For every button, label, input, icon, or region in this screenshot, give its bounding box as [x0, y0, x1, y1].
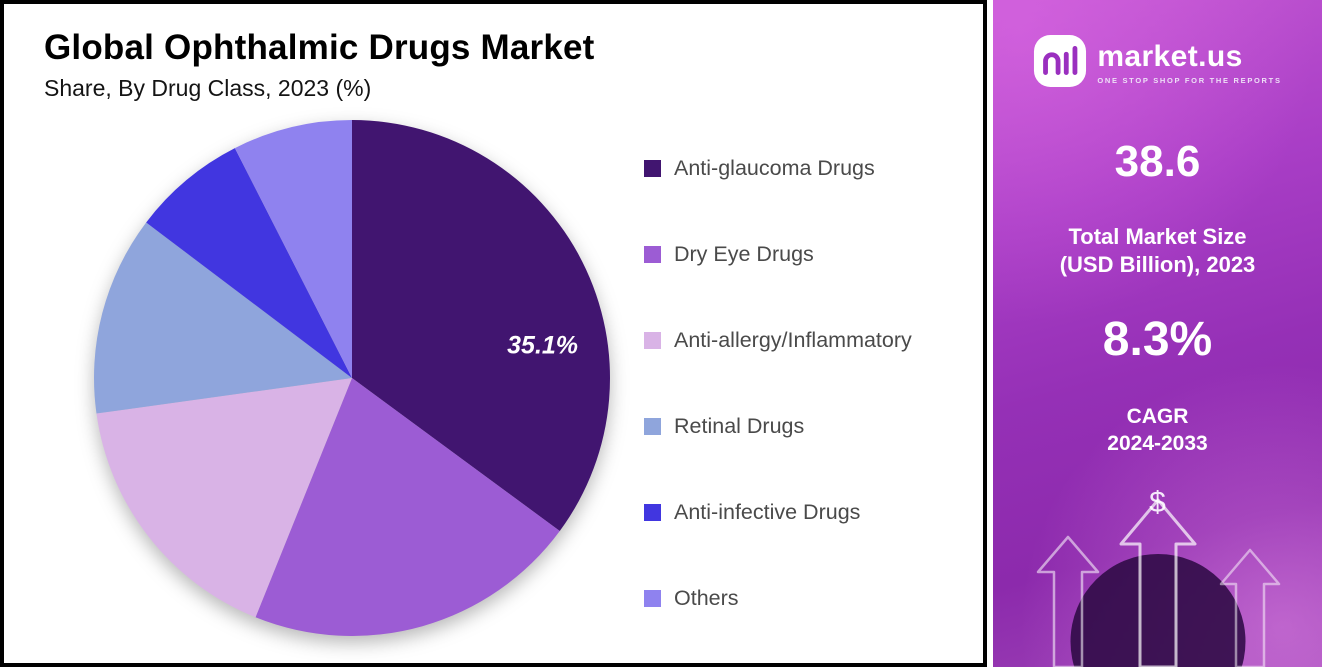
brand-tagline: ONE STOP SHOP FOR THE REPORTS [1097, 76, 1282, 85]
chart-row: 35.1% Anti-glaucoma Drugs Dry Eye Drugs … [44, 116, 983, 640]
pie-slice-others [234, 119, 352, 378]
chart-legend: Anti-glaucoma Drugs Dry Eye Drugs Anti-a… [644, 156, 912, 640]
market-size-label-line2: (USD Billion), 2023 [1059, 251, 1256, 277]
sidebar-content: market.us ONE STOP SHOP FOR THE REPORTS … [993, 0, 1322, 520]
legend-item-retinal: Retinal Drugs [644, 414, 912, 439]
legend-item-dry-eye: Dry Eye Drugs [644, 242, 912, 267]
legend-label: Anti-infective Drugs [674, 499, 861, 524]
page-title: Global Ophthalmic Drugs Market [44, 28, 595, 67]
legend-item-anti-infective: Anti-infective Drugs [644, 500, 912, 525]
legend-swatch [644, 245, 661, 263]
market-size-label-line1: Total Market Size [1068, 224, 1247, 249]
legend-label: Dry Eye Drugs [674, 241, 814, 266]
chart-panel: Global Ophthalmic Drugs Market Share, By… [0, 0, 987, 667]
legend-item-anti-glaucoma: Anti-glaucoma Drugs [644, 156, 912, 181]
pie-chart-container: 35.1% [90, 116, 614, 640]
stats-sidebar: market.us ONE STOP SHOP FOR THE REPORTS … [993, 0, 1322, 667]
brand: market.us ONE STOP SHOP FOR THE REPORTS [1033, 34, 1281, 93]
pie-value-label: 35.1% [507, 331, 578, 359]
page-subtitle: Share, By Drug Class, 2023 (%) [44, 74, 372, 101]
cagr-value: 8.3% [1102, 313, 1213, 366]
brand-text: market.us ONE STOP SHOP FOR THE REPORTS [1097, 40, 1282, 86]
legend-swatch [644, 159, 661, 177]
pie-slice-anti-infective-drugs [146, 147, 352, 378]
market-size-value: 38.6 [1114, 137, 1201, 186]
panel-divider [987, 0, 993, 667]
growth-arrows-decoration [1036, 498, 1281, 667]
pie-slice-retinal-drugs [93, 222, 352, 414]
legend-label: Anti-glaucoma Drugs [674, 155, 875, 180]
pie-slice-dry-eye-drugs [255, 377, 560, 636]
market-us-logo-icon [1033, 34, 1087, 93]
legend-label: Retinal Drugs [674, 413, 805, 438]
legend-swatch [644, 503, 661, 521]
brand-name: market.us [1097, 40, 1243, 73]
pie-slice-anti-glaucoma-drugs [352, 119, 611, 531]
cagr-label-line2: 2024-2033 [1107, 432, 1208, 456]
legend-label: Others [674, 585, 739, 610]
cagr-label: CAGR 2024-2033 [1107, 403, 1207, 458]
legend-swatch [644, 589, 661, 607]
pie-chart: 35.1% [93, 119, 611, 636]
legend-swatch [644, 417, 661, 435]
market-size-label: Total Market Size (USD Billion), 2023 [1060, 223, 1256, 278]
legend-label: Anti-allergy/Inflammatory [674, 327, 912, 352]
legend-swatch [644, 331, 661, 349]
cagr-label-line1: CAGR [1126, 405, 1189, 428]
legend-item-others: Others [644, 586, 912, 611]
legend-item-anti-allergy: Anti-allergy/Inflammatory [644, 328, 912, 353]
pie-slice-anti-allergy-inflammatory [96, 377, 353, 618]
